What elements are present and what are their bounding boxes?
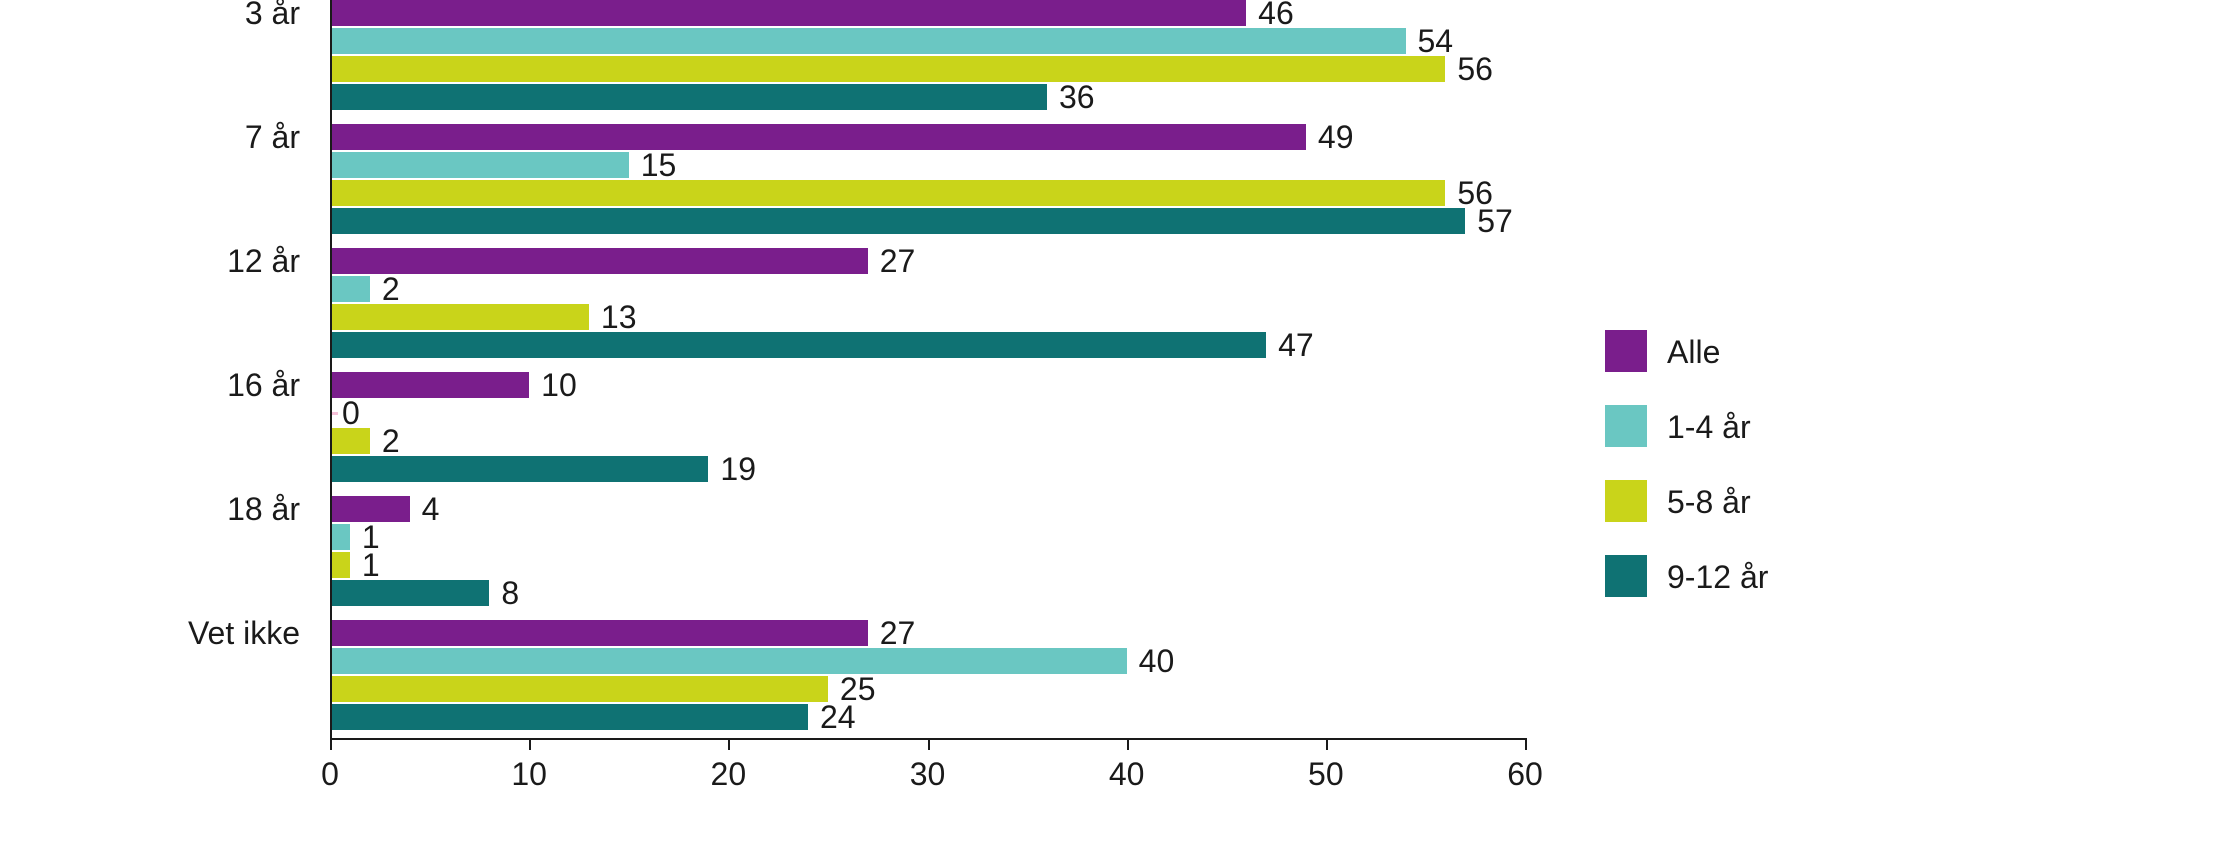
bar <box>330 456 708 482</box>
bar <box>330 552 350 578</box>
bar <box>330 208 1465 234</box>
bar <box>330 332 1266 358</box>
x-tick-label: 40 <box>1097 756 1157 793</box>
value-label: 47 <box>1278 327 1314 364</box>
bar <box>330 524 350 550</box>
value-label: 49 <box>1318 119 1354 156</box>
bar <box>330 56 1445 82</box>
x-tick <box>330 738 332 750</box>
legend-swatch <box>1605 555 1647 597</box>
category-label: Vet ikke <box>0 615 300 652</box>
category-label: 7 år <box>0 119 300 156</box>
value-label: 27 <box>880 243 916 280</box>
value-label: 24 <box>820 699 856 736</box>
value-label: 13 <box>601 299 637 336</box>
bar <box>330 28 1406 54</box>
value-label: 19 <box>720 451 756 488</box>
bar <box>330 428 370 454</box>
category-label: 18 år <box>0 491 300 528</box>
category-label: 12 år <box>0 243 300 280</box>
grouped-bar-chart: 3 år465456367 år4915565712 år272134716 å… <box>0 0 2215 847</box>
bar <box>330 580 489 606</box>
legend-swatch <box>1605 480 1647 522</box>
bar <box>330 0 1246 26</box>
bar <box>330 180 1445 206</box>
category-label: 16 år <box>0 367 300 404</box>
value-label: 10 <box>541 367 577 404</box>
bar <box>330 704 808 730</box>
value-label: 27 <box>880 615 916 652</box>
bar <box>330 676 828 702</box>
value-label: 56 <box>1457 51 1493 88</box>
value-label: 54 <box>1418 23 1454 60</box>
bar <box>330 620 868 646</box>
legend-swatch <box>1605 330 1647 372</box>
bar <box>330 124 1306 150</box>
legend-label: 5-8 år <box>1667 484 1751 521</box>
x-tick <box>728 738 730 750</box>
value-label: 2 <box>382 423 400 460</box>
x-tick-label: 50 <box>1296 756 1356 793</box>
x-tick-label: 30 <box>898 756 958 793</box>
value-label: 15 <box>641 147 677 184</box>
x-tick <box>1326 738 1328 750</box>
value-label: 2 <box>382 271 400 308</box>
y-axis-line <box>330 0 332 738</box>
x-tick-label: 10 <box>499 756 559 793</box>
value-label: 57 <box>1477 203 1513 240</box>
x-tick-label: 60 <box>1495 756 1555 793</box>
bar <box>330 276 370 302</box>
category-label: 3 år <box>0 0 300 32</box>
x-tick <box>1525 738 1527 750</box>
value-label: 0 <box>342 395 360 432</box>
value-label: 1 <box>362 547 380 584</box>
bar <box>330 372 529 398</box>
bar <box>330 248 868 274</box>
value-label: 36 <box>1059 79 1095 116</box>
bar <box>330 84 1047 110</box>
legend-swatch <box>1605 405 1647 447</box>
bar <box>330 152 629 178</box>
bar <box>330 648 1127 674</box>
legend-label: Alle <box>1667 334 1720 371</box>
legend-label: 9-12 år <box>1667 559 1768 596</box>
value-label: 4 <box>422 491 440 528</box>
value-label: 8 <box>501 575 519 612</box>
legend-label: 1-4 år <box>1667 409 1751 446</box>
x-tick-label: 20 <box>698 756 758 793</box>
x-tick <box>1127 738 1129 750</box>
x-tick <box>529 738 531 750</box>
x-tick-label: 0 <box>300 756 360 793</box>
bar <box>330 304 589 330</box>
x-tick <box>928 738 930 750</box>
value-label: 40 <box>1139 643 1175 680</box>
